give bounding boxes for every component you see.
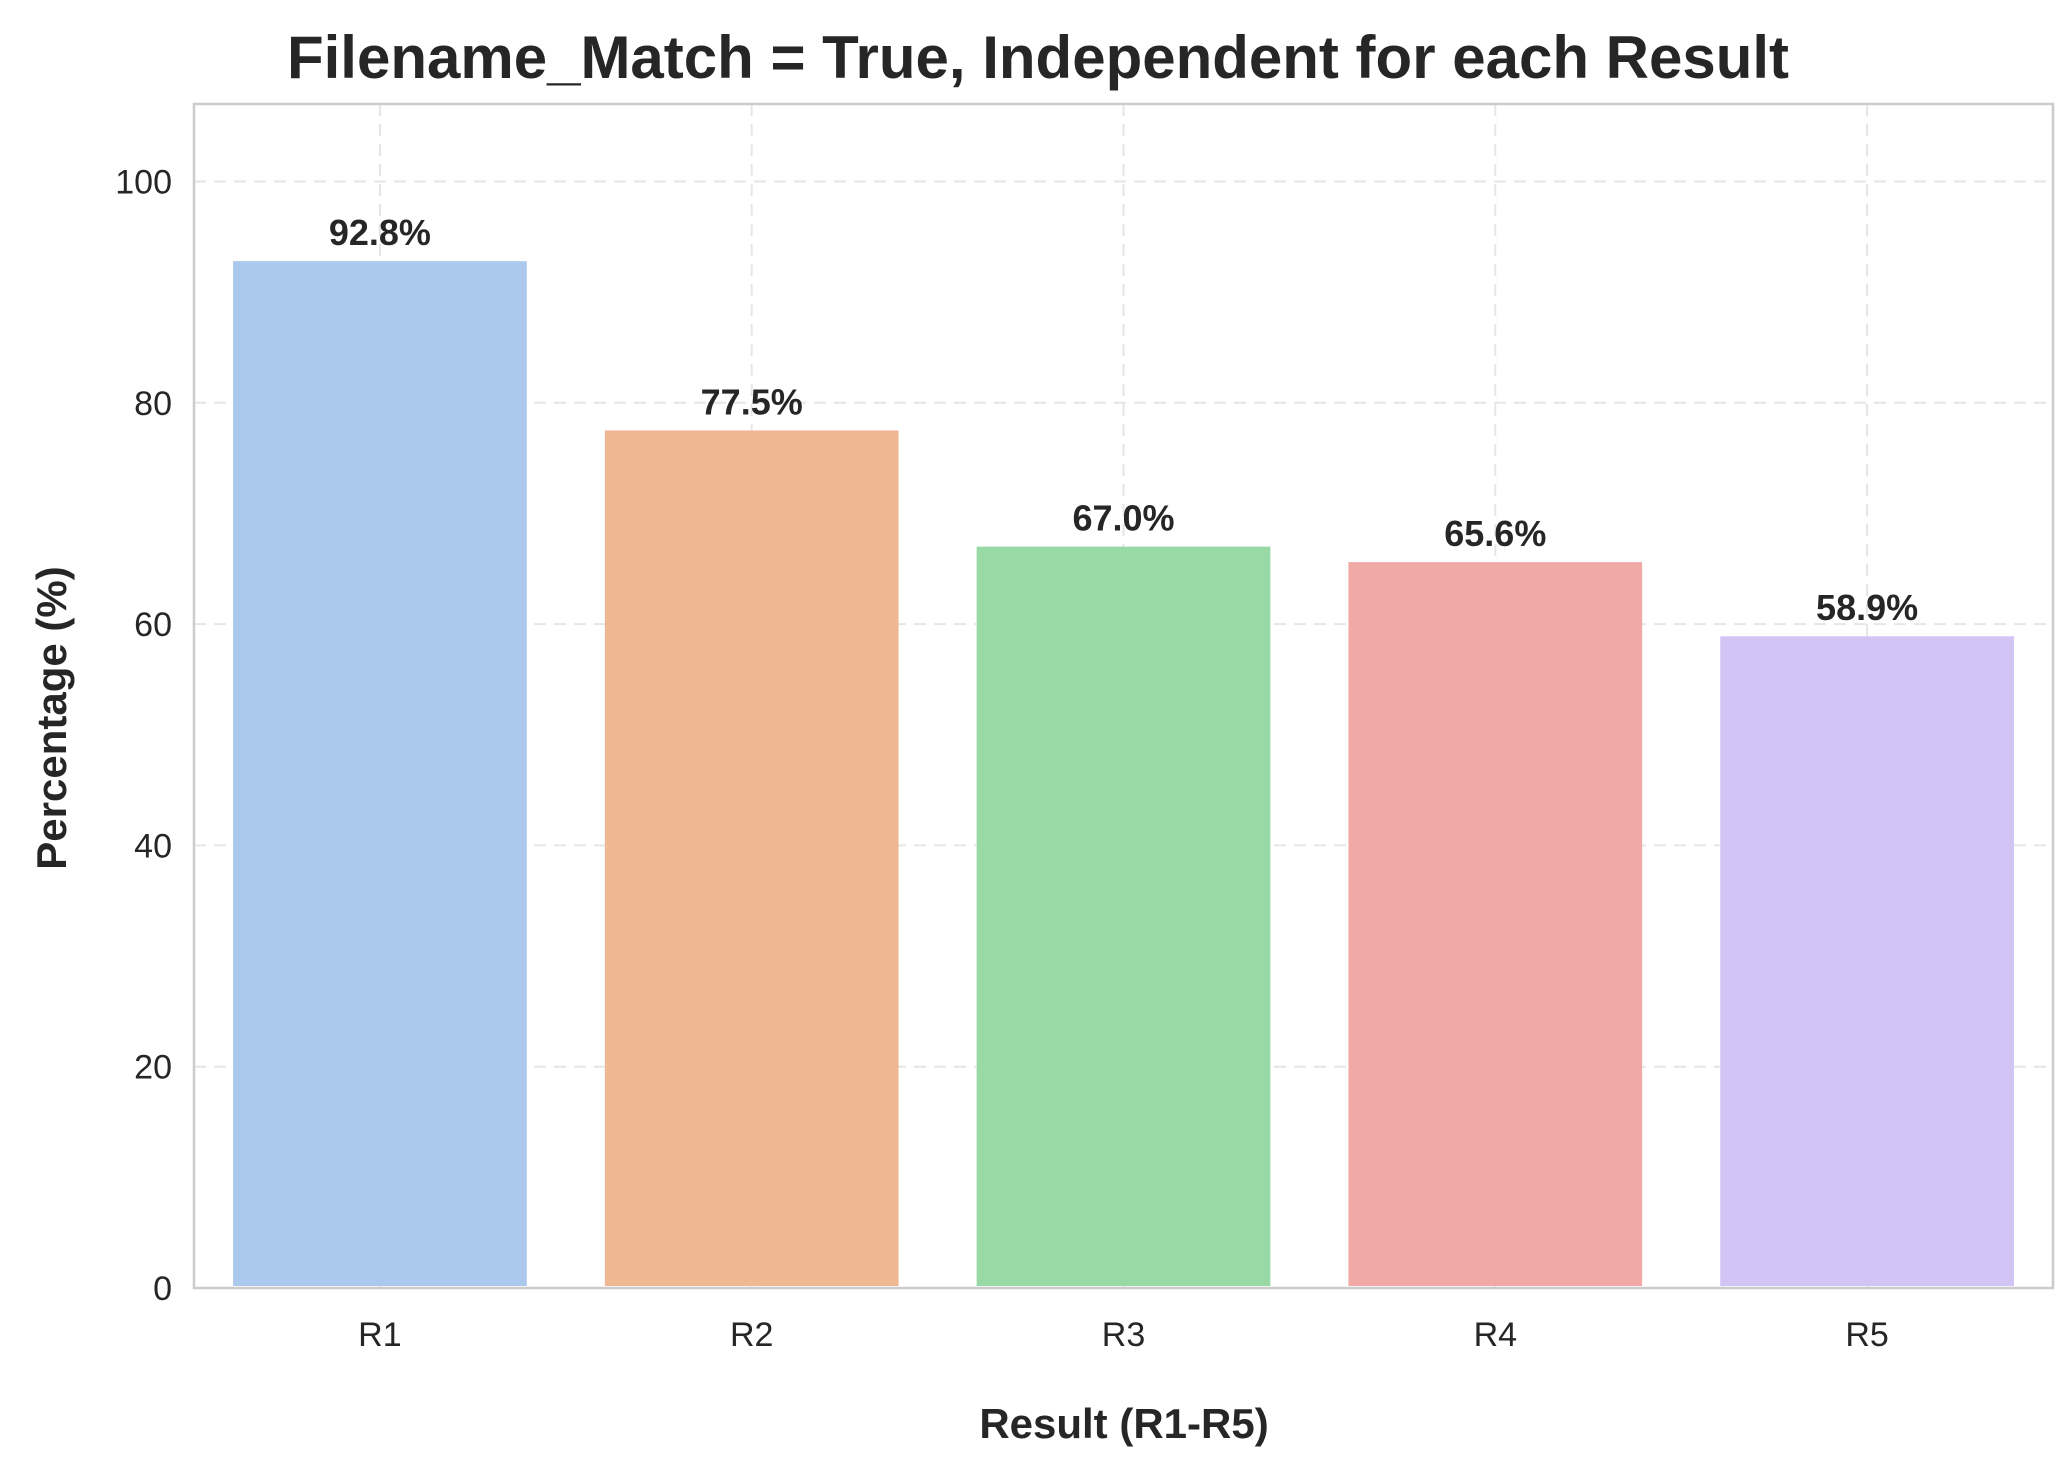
bar-r1 xyxy=(233,261,527,1287)
plot-frame xyxy=(192,102,2055,1290)
x-tick-label: R1 xyxy=(358,1316,401,1354)
bar-r3 xyxy=(976,546,1271,1286)
x-tick-label: R2 xyxy=(730,1316,773,1354)
y-tick-label: 40 xyxy=(134,827,172,865)
bar-r5 xyxy=(1720,636,2014,1286)
bar-value-label: 67.0% xyxy=(1072,498,1174,539)
bar-value-label: 58.9% xyxy=(1816,587,1918,628)
y-axis-label: Percentage (%) xyxy=(28,566,75,869)
bars xyxy=(233,261,2014,1287)
x-axis-label: Result (R1-R5) xyxy=(979,1400,1268,1447)
y-tick-label: 20 xyxy=(134,1049,172,1087)
x-tick-label: R3 xyxy=(1102,1316,1145,1354)
bar-value-label: 77.5% xyxy=(701,381,803,422)
x-tick-label: R4 xyxy=(1474,1316,1517,1354)
y-axis-ticks: 0 20 40 60 80 100 xyxy=(115,163,172,1308)
x-axis-ticks: R1 R2 R3 R4 R5 xyxy=(358,1316,1889,1354)
bar-r4 xyxy=(1348,562,1643,1286)
y-tick-label: 0 xyxy=(153,1270,172,1308)
y-tick-label: 100 xyxy=(115,163,172,201)
bar-value-label: 92.8% xyxy=(329,212,431,253)
chart-title: Filename_Match = True, Independent for e… xyxy=(287,24,1789,91)
bar-value-label: 65.6% xyxy=(1444,513,1546,554)
bar-r2 xyxy=(604,430,899,1286)
x-tick-label: R5 xyxy=(1845,1316,1888,1354)
y-tick-label: 60 xyxy=(134,606,172,644)
data-labels: 92.8% 77.5% 67.0% 65.6% 58.9% xyxy=(329,212,1918,628)
y-tick-label: 80 xyxy=(134,385,172,423)
